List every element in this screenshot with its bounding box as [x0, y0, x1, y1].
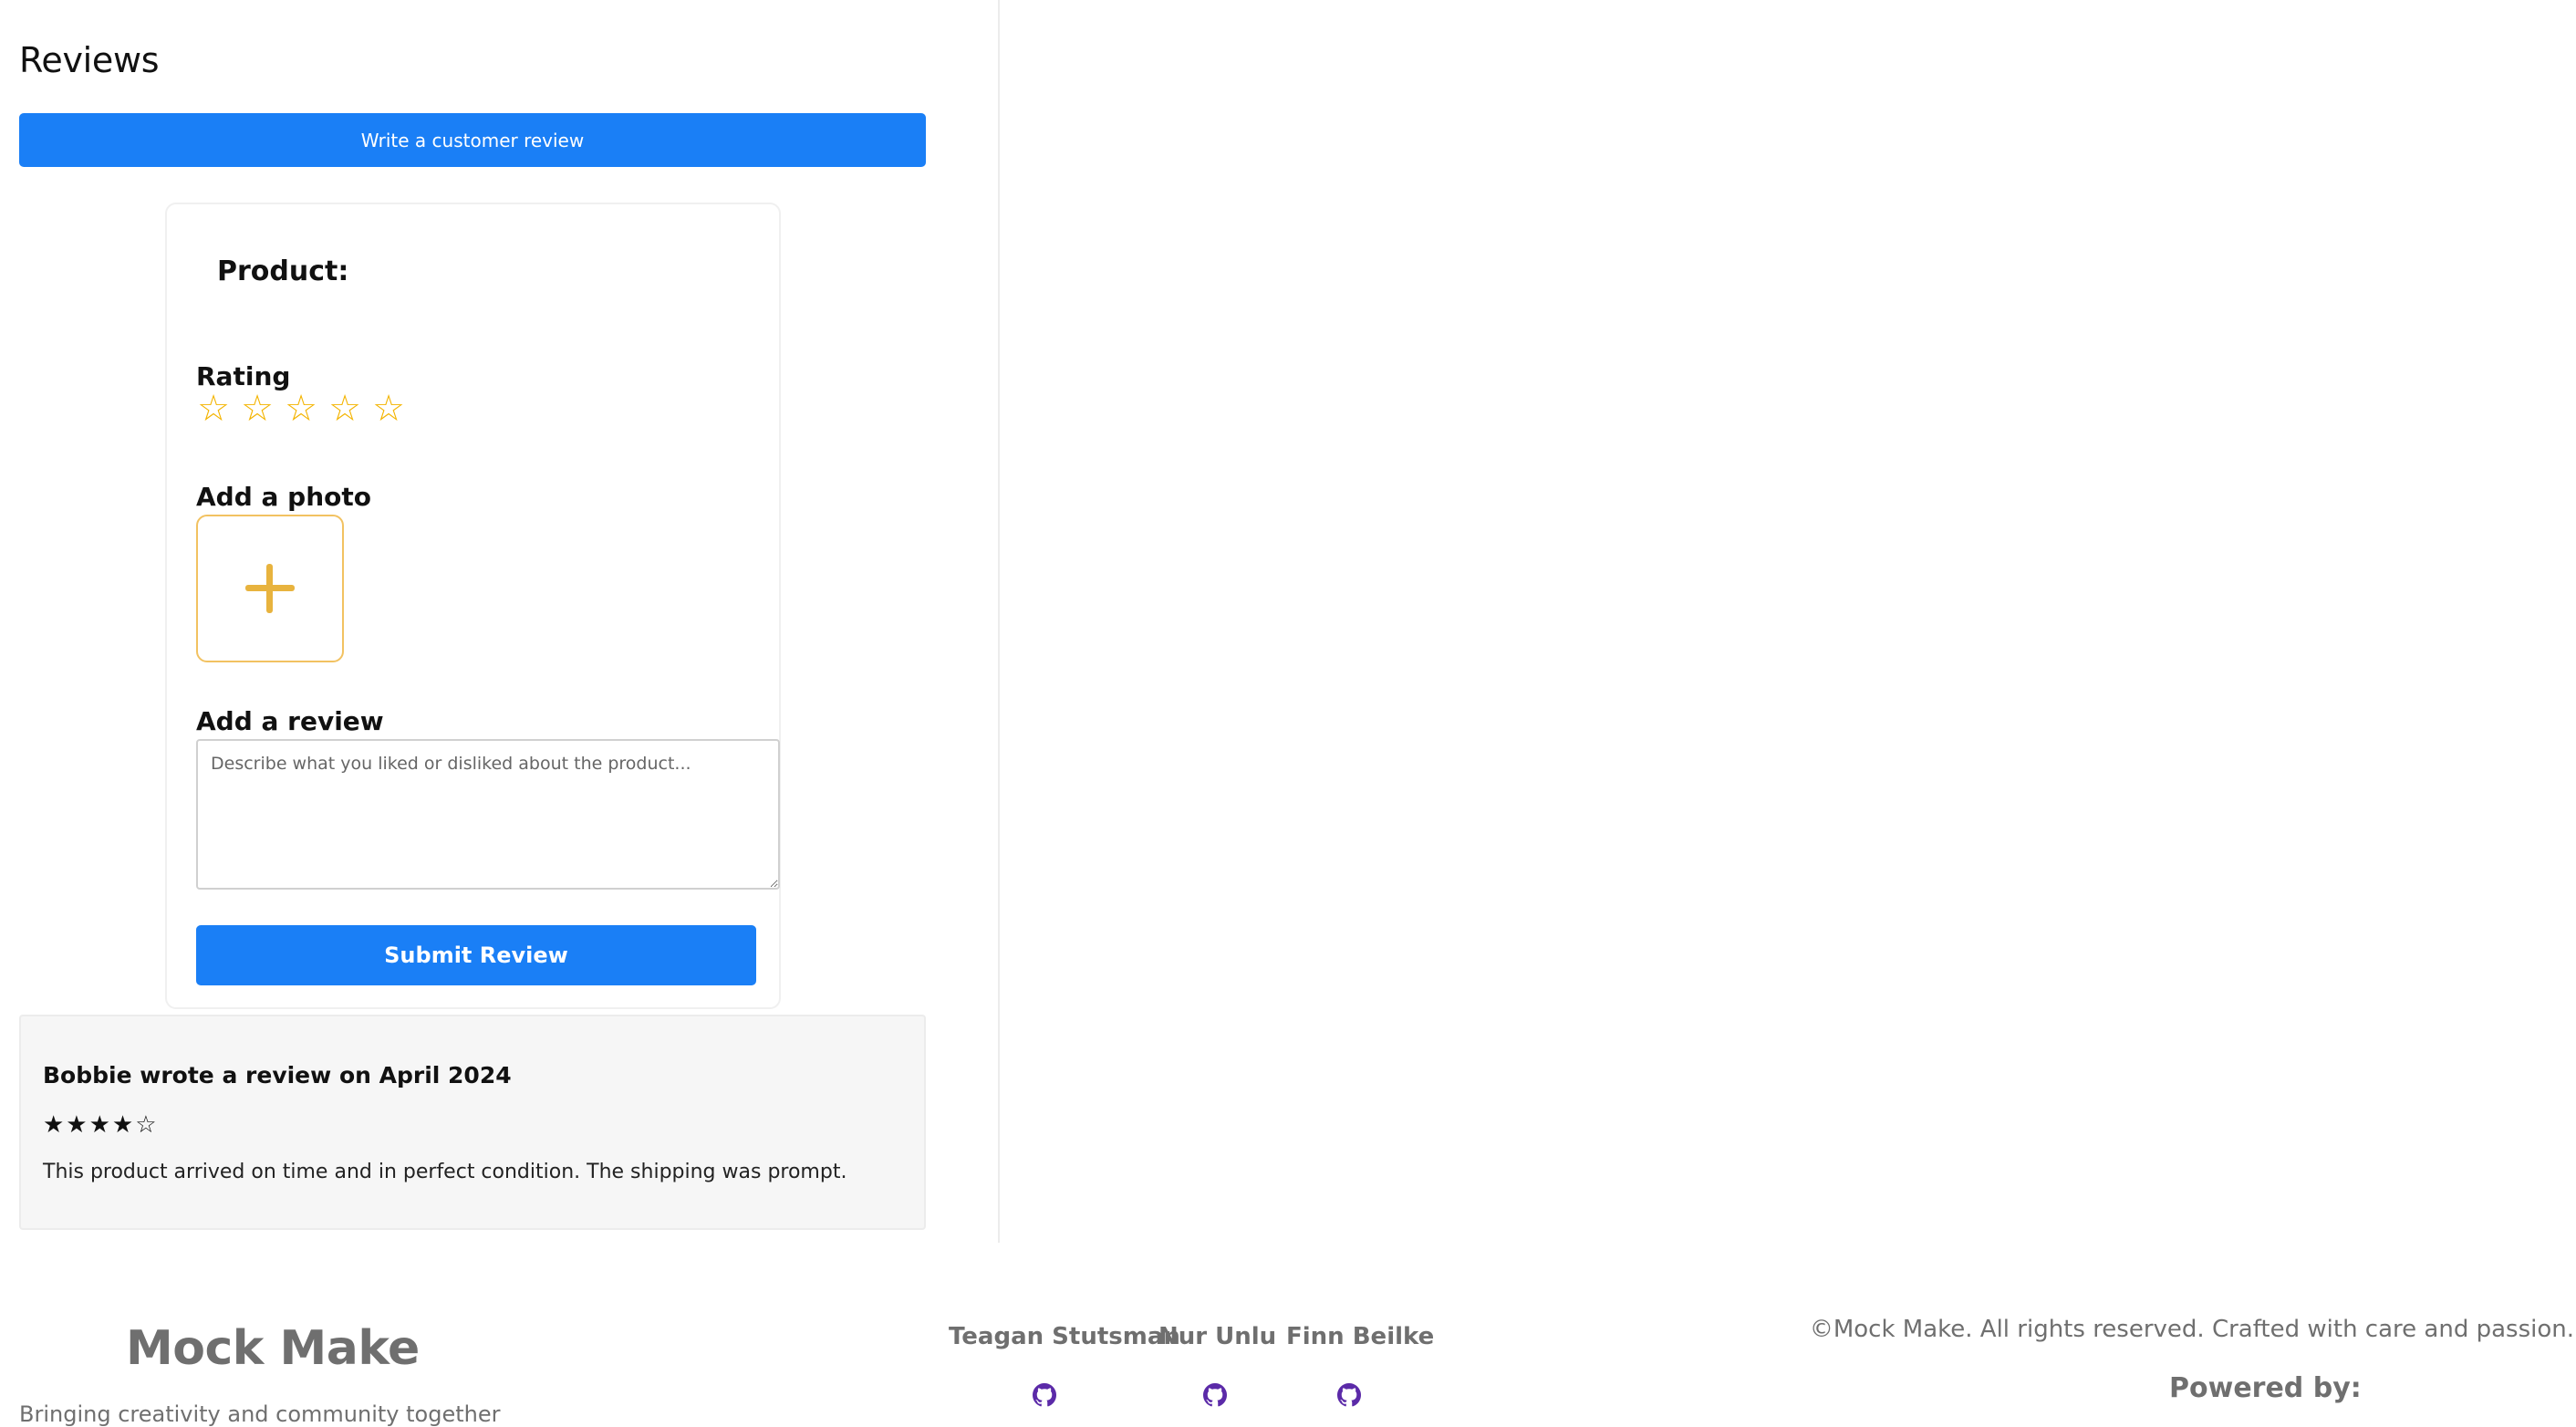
rating-label: Rating — [196, 361, 291, 391]
github-icon[interactable] — [1203, 1383, 1227, 1407]
rating-star-1[interactable]: ☆ — [197, 388, 230, 430]
add-review-label: Add a review — [196, 706, 384, 736]
plus-icon — [245, 564, 295, 613]
contributor-nur: Nur Unlu — [1158, 1323, 1277, 1411]
footer-brand: Mock Make — [126, 1321, 420, 1376]
review-item: Bobbie wrote a review on April 2024 ★★★★… — [19, 1015, 926, 1230]
contributor-name: Nur Unlu — [1158, 1323, 1277, 1350]
rating-stars: ☆ ☆ ☆ ☆ ☆ — [196, 391, 406, 427]
powered-by-label: Powered by: — [2169, 1372, 2362, 1404]
review-textarea[interactable] — [196, 739, 780, 890]
contributor-name: Finn Beilke — [1286, 1323, 1435, 1350]
submit-review-button[interactable]: Submit Review — [196, 925, 756, 985]
reviews-column: Reviews Write a customer review Product:… — [0, 0, 1000, 1243]
contributor-teagan: Teagan Stutsman — [949, 1323, 1180, 1411]
review-text: This product arrived on time and in perf… — [43, 1161, 847, 1183]
rating-star-5[interactable]: ☆ — [372, 388, 405, 430]
footer-copyright: ©Mock Make. All rights reserved. Crafted… — [1809, 1316, 2574, 1343]
review-form-card: Product: Rating ☆ ☆ ☆ ☆ ☆ Add a photo Ad… — [165, 203, 781, 1009]
review-rating-stars: ★★★★☆ — [43, 1111, 159, 1139]
site-footer: Mock Make Bringing creativity and commun… — [0, 1243, 2576, 1427]
review-author-line: Bobbie wrote a review on April 2024 — [43, 1062, 512, 1088]
rating-star-2[interactable]: ☆ — [241, 388, 274, 430]
github-icon[interactable] — [1337, 1383, 1361, 1407]
contributor-finn: Finn Beilke — [1286, 1323, 1435, 1411]
rating-star-4[interactable]: ☆ — [328, 388, 361, 430]
contributor-name: Teagan Stutsman — [949, 1323, 1180, 1350]
product-label: Product: — [217, 255, 349, 287]
github-icon[interactable] — [1033, 1383, 1056, 1407]
rating-star-3[interactable]: ☆ — [285, 388, 317, 430]
write-review-button[interactable]: Write a customer review — [19, 113, 926, 167]
footer-tagline: Bringing creativity and community togeth… — [19, 1401, 501, 1427]
add-photo-button[interactable] — [196, 515, 344, 662]
reviews-heading: Reviews — [19, 40, 160, 80]
add-photo-label: Add a photo — [196, 482, 371, 512]
